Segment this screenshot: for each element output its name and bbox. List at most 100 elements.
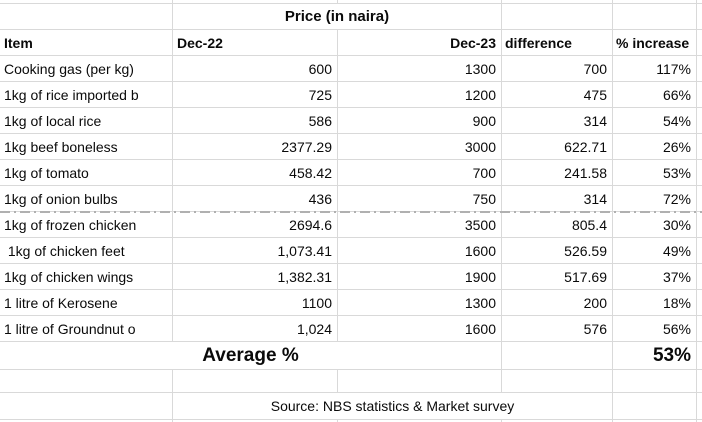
column-header-dec22[interactable]: Dec-22	[173, 30, 338, 55]
column-header-increase[interactable]: % increase	[613, 30, 697, 55]
empty-cell[interactable]	[502, 370, 613, 392]
empty-cell[interactable]	[0, 370, 173, 392]
title-row: Price (in naira)	[0, 4, 702, 30]
cell-dec23[interactable]: 3000	[338, 134, 502, 159]
cell-dec22[interactable]: 2694.6	[173, 212, 338, 237]
cell-item[interactable]: 1 litre of Groundnut o	[0, 316, 173, 341]
empty-row	[0, 370, 702, 393]
cell-increase[interactable]: 37%	[613, 264, 697, 289]
cell-dec22[interactable]: 1,073.41	[173, 238, 338, 263]
table-title-cell[interactable]: Price (in naira)	[173, 4, 502, 29]
table-row: Cooking gas (per kg) 600 1300 700 117%	[0, 56, 702, 82]
empty-cell[interactable]	[173, 370, 338, 392]
bottom-sliver-row	[0, 420, 702, 422]
cell-dec23[interactable]: 700	[338, 160, 502, 185]
grid-cell	[613, 0, 697, 3]
grid-sliver-cell	[697, 108, 702, 133]
grid-cell	[173, 0, 338, 3]
cell-difference[interactable]: 805.4	[502, 212, 613, 237]
cell-increase[interactable]: 117%	[613, 56, 697, 81]
grid-sliver-cell	[697, 238, 702, 263]
table-row: 1kg of chicken wings 1,382.31 1900 517.69 37…	[0, 264, 702, 290]
empty-cell[interactable]	[613, 393, 697, 419]
cell-difference[interactable]: 526.59	[502, 238, 613, 263]
cell-difference[interactable]: 622.71	[502, 134, 613, 159]
cell-increase[interactable]: 49%	[613, 238, 697, 263]
cell-dec22[interactable]: 436	[173, 186, 338, 211]
cell-increase[interactable]: 30%	[613, 212, 697, 237]
cell-difference[interactable]: 576	[502, 316, 613, 341]
grid-sliver-cell	[697, 370, 702, 392]
cell-difference[interactable]: 700	[502, 56, 613, 81]
cell-item[interactable]: 1kg beef boneless	[0, 134, 173, 159]
cell-difference[interactable]: 314	[502, 108, 613, 133]
table-row: 1kg of chicken feet 1,073.41 1600 526.59 49%	[0, 238, 702, 264]
cell-item[interactable]: 1 litre of Kerosene	[0, 290, 173, 315]
cell-item[interactable]: 1kg of tomato	[0, 160, 173, 185]
empty-cell[interactable]	[0, 4, 173, 29]
cell-increase[interactable]: 53%	[613, 160, 697, 185]
empty-cell[interactable]	[613, 4, 697, 29]
cell-dec22[interactable]: 586	[173, 108, 338, 133]
cell-difference[interactable]: 314	[502, 186, 613, 211]
grid-cell	[613, 420, 697, 422]
cell-item[interactable]: Cooking gas (per kg)	[0, 56, 173, 81]
cell-item[interactable]: 1kg of rice imported b	[0, 82, 173, 107]
cell-dec23[interactable]: 3500	[338, 212, 502, 237]
cell-dec23[interactable]: 1200	[338, 82, 502, 107]
grid-sliver-cell	[697, 4, 702, 29]
empty-cell[interactable]	[502, 4, 613, 29]
cell-increase[interactable]: 54%	[613, 108, 697, 133]
grid-cell	[0, 0, 173, 3]
column-header-difference[interactable]: difference	[502, 30, 613, 55]
cell-difference[interactable]: 241.58	[502, 160, 613, 185]
table-body: Cooking gas (per kg) 600 1300 700 117% 1kg of…	[0, 56, 702, 342]
table-row: 1kg of frozen chicken 2694.6 3500 805.4 30%	[0, 212, 702, 238]
cell-dec23[interactable]: 750	[338, 186, 502, 211]
cell-difference[interactable]: 475	[502, 82, 613, 107]
table-row: 1 litre of Groundnut o 1,024 1600 576 56%	[0, 316, 702, 342]
empty-cell[interactable]	[338, 370, 502, 392]
cell-dec22[interactable]: 1100	[173, 290, 338, 315]
cell-difference[interactable]: 200	[502, 290, 613, 315]
cell-item[interactable]: 1kg of chicken feet	[0, 238, 173, 263]
cell-dec23[interactable]: 1300	[338, 290, 502, 315]
cell-dec23[interactable]: 900	[338, 108, 502, 133]
cell-dec23[interactable]: 1600	[338, 238, 502, 263]
cell-item[interactable]: 1kg of frozen chicken	[0, 212, 173, 237]
cell-item[interactable]: 1kg of chicken wings	[0, 264, 173, 289]
cell-dec23[interactable]: 1300	[338, 56, 502, 81]
average-value-cell[interactable]: 53%	[613, 342, 697, 369]
column-header-item[interactable]: Item	[0, 30, 173, 55]
empty-cell[interactable]	[0, 393, 173, 419]
grid-sliver-cell	[697, 342, 702, 369]
empty-cell[interactable]	[502, 342, 613, 369]
cell-item[interactable]: 1kg of local rice	[0, 108, 173, 133]
cell-dec22[interactable]: 1,382.31	[173, 264, 338, 289]
table-row: 1kg of tomato 458.42 700 241.58 53%	[0, 160, 702, 186]
average-label-cell[interactable]: Average %	[0, 342, 502, 369]
cell-dec23[interactable]: 1600	[338, 316, 502, 341]
header-row: Item Dec-22 Dec-23 difference % increase	[0, 30, 702, 56]
table-row: 1kg of onion bulbs 436 750 314 72%	[0, 186, 702, 212]
cell-dec22[interactable]: 600	[173, 56, 338, 81]
cell-dec22[interactable]: 2377.29	[173, 134, 338, 159]
table-row: 1kg beef boneless 2377.29 3000 622.71 26%	[0, 134, 702, 160]
cell-increase[interactable]: 56%	[613, 316, 697, 341]
cell-item[interactable]: 1kg of onion bulbs	[0, 186, 173, 211]
cell-increase[interactable]: 18%	[613, 290, 697, 315]
cell-difference[interactable]: 517.69	[502, 264, 613, 289]
cell-dec22[interactable]: 1,024	[173, 316, 338, 341]
cell-increase[interactable]: 66%	[613, 82, 697, 107]
grid-sliver-cell	[697, 186, 702, 211]
grid-sliver-cell	[697, 212, 702, 237]
cell-dec23[interactable]: 1900	[338, 264, 502, 289]
source-cell[interactable]: Source: NBS statistics & Market survey	[173, 393, 613, 419]
cell-dec22[interactable]: 725	[173, 82, 338, 107]
column-header-dec23[interactable]: Dec-23	[338, 30, 502, 55]
cell-dec22[interactable]: 458.42	[173, 160, 338, 185]
cell-increase[interactable]: 26%	[613, 134, 697, 159]
cell-increase[interactable]: 72%	[613, 186, 697, 211]
empty-cell[interactable]	[613, 370, 697, 392]
